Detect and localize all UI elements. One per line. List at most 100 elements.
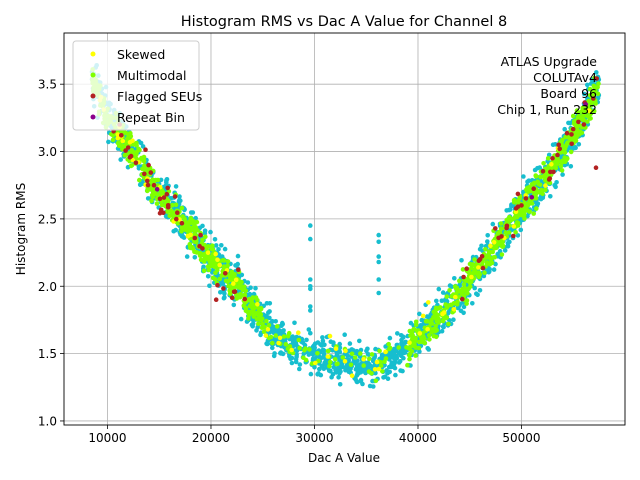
multimodal-point: [131, 150, 136, 155]
flagged-seu-point: [221, 286, 226, 291]
skewed-point: [327, 333, 333, 339]
multimodal-point: [236, 284, 242, 290]
multimodal-point: [545, 156, 551, 161]
multimodal-point: [472, 263, 478, 268]
multimodal-point: [427, 337, 432, 342]
base-point: [302, 342, 308, 348]
multimodal-point: [327, 359, 333, 365]
multimodal-point: [219, 273, 225, 278]
flagged-seu-point: [143, 147, 148, 152]
multimodal-point: [595, 84, 600, 90]
flagged-seu-point: [480, 265, 486, 271]
multimodal-point: [465, 291, 470, 296]
multimodal-point: [274, 324, 280, 329]
base-point: [594, 70, 599, 75]
multimodal-point: [468, 284, 473, 289]
flagged-seu-point: [515, 191, 521, 197]
multimodal-point: [259, 325, 265, 331]
base-point: [401, 355, 406, 361]
multimodal-point: [531, 211, 536, 216]
base-point: [331, 364, 337, 370]
legend-marker-multimodal: [90, 72, 96, 78]
base-point: [318, 342, 323, 347]
base-point: [304, 337, 309, 343]
multimodal-point: [464, 278, 470, 284]
base-point: [177, 194, 182, 199]
flagged-seu-point: [564, 130, 570, 136]
flagged-seu-point: [192, 235, 198, 241]
base-point: [278, 351, 284, 356]
base-point: [321, 352, 327, 358]
outlier-point: [376, 277, 382, 282]
flagged-seu-point: [576, 119, 581, 125]
base-point: [279, 323, 284, 329]
multimodal-point: [568, 149, 574, 155]
multimodal-point: [396, 345, 402, 350]
flagged-seu-point: [476, 258, 482, 264]
flagged-seu-point: [200, 246, 205, 251]
base-point: [419, 317, 425, 323]
base-point: [322, 360, 328, 365]
legend-label-flagged-seus: Flagged SEUs: [117, 89, 202, 104]
multimodal-point: [373, 378, 379, 384]
multimodal-point: [315, 351, 320, 356]
base-point: [163, 214, 169, 219]
base-point: [253, 285, 258, 291]
base-point: [173, 184, 179, 189]
multimodal-point: [407, 351, 413, 357]
flagged-seu-point: [581, 122, 587, 127]
outlier-point: [308, 308, 313, 313]
base-point: [569, 145, 575, 150]
multimodal-point: [572, 119, 577, 124]
multimodal-point: [577, 123, 583, 128]
skewed-point: [255, 302, 260, 307]
base-point: [548, 194, 553, 199]
base-point: [222, 246, 228, 252]
multimodal-point: [367, 356, 372, 362]
multimodal-point: [498, 221, 504, 226]
multimodal-point: [405, 362, 410, 368]
base-point: [320, 335, 325, 340]
multimodal-point: [261, 329, 267, 335]
base-point: [201, 264, 206, 270]
base-point: [532, 167, 538, 173]
multimodal-point: [188, 215, 194, 221]
base-point: [385, 371, 390, 376]
multimodal-point: [190, 227, 196, 232]
flagged-seu-point: [591, 96, 596, 101]
skewed-point: [313, 360, 318, 366]
base-point: [317, 366, 322, 372]
multimodal-point: [382, 359, 387, 365]
base-point: [347, 341, 353, 346]
multimodal-point: [444, 294, 450, 299]
base-point: [355, 371, 360, 376]
x-axis: 10000 20000 30000 40000 50000: [88, 425, 541, 445]
multimodal-point: [129, 163, 135, 168]
multimodal-point: [198, 257, 204, 263]
skewed-point: [217, 262, 222, 268]
base-point: [367, 383, 373, 389]
flagged-seu-point: [119, 133, 124, 138]
multimodal-point: [241, 293, 246, 298]
base-point: [562, 126, 567, 132]
multimodal-point: [259, 316, 265, 322]
base-point: [398, 333, 404, 338]
multimodal-point: [169, 208, 174, 213]
flagged-seu-point: [556, 142, 561, 148]
legend-box: [72, 40, 200, 131]
base-point: [337, 370, 342, 376]
multimodal-point: [443, 302, 448, 307]
multimodal-point: [524, 207, 529, 212]
base-point: [354, 359, 360, 364]
multimodal-point: [250, 295, 256, 300]
multimodal-point: [407, 356, 412, 362]
base-point: [207, 283, 212, 289]
multimodal-point: [585, 119, 590, 124]
base-point: [396, 360, 402, 365]
skewed-point: [488, 243, 493, 249]
base-point: [490, 221, 496, 227]
outlier-point: [376, 290, 382, 296]
flagged-seu-point: [460, 296, 465, 302]
base-point: [273, 319, 279, 324]
y-axis: 1.0 1.5 2.0 2.5 3.0 3.5: [38, 78, 64, 428]
